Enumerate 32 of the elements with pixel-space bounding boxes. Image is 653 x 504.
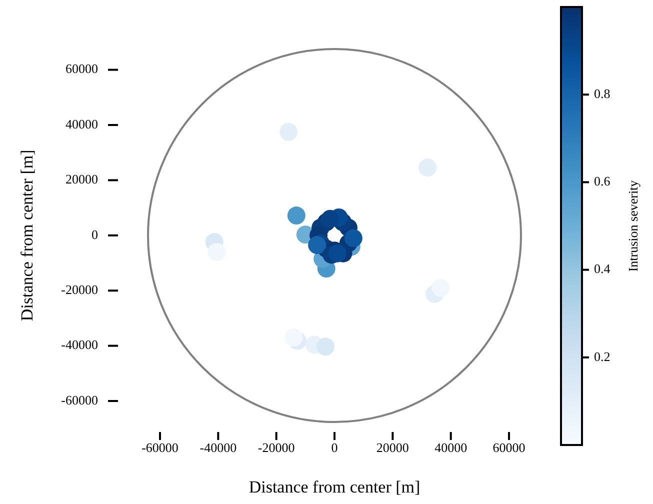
point [208,242,226,261]
y-axis-title: Distance from center [m] [18,150,37,322]
color-bar-label: 0.4 [594,261,611,276]
point [308,236,326,254]
color-bar-label: 0.8 [594,86,610,102]
point [280,122,298,141]
x-tick-label: -40000 [200,440,237,456]
x-tick-label: -60000 [142,440,178,456]
color-bar-title: Intrusion severity [625,180,640,272]
point [418,158,437,177]
point [344,229,362,248]
x-tick-label: 40000 [434,440,468,456]
y-tick-label: -60000 [61,392,98,408]
y-tick-label: 0 [92,226,98,242]
color-bar-label: 0.6 [594,174,611,189]
x-axis-title: Distance from center [m] [248,477,420,496]
y-tick-label: 40000 [66,116,98,132]
x-tick-label: 20000 [376,440,409,456]
x-tick-label: 0 [331,440,338,456]
y-tick-label: 60000 [66,61,98,76]
y-tick-label: -20000 [61,282,98,298]
point [287,206,306,225]
point [432,278,450,297]
color-bar-label: 0.2 [594,348,610,364]
x-tick-label: 60000 [492,440,526,456]
point [316,338,334,356]
y-tick-label: -40000 [61,337,98,352]
point [328,244,346,262]
y-tick-label: 20000 [66,172,98,187]
x-tick-label: -20000 [258,440,295,456]
point [321,210,340,228]
point [284,328,303,347]
